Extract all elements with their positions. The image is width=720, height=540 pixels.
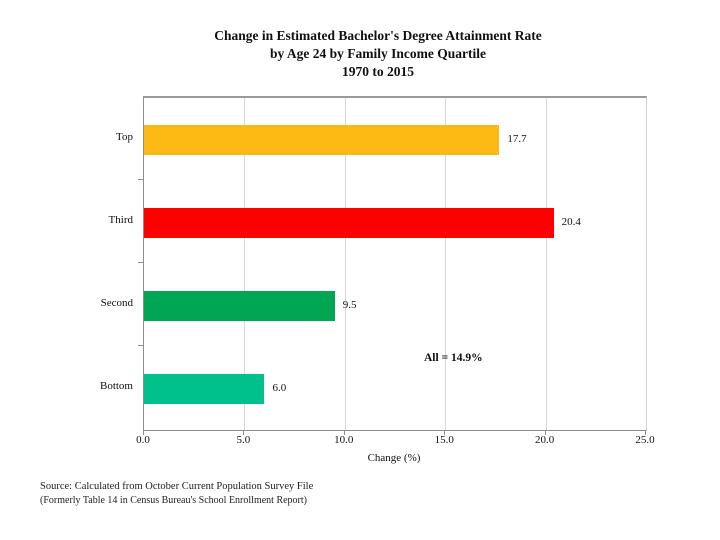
chart-title: Change in Estimated Bachelor's Degree At… [36,27,720,81]
chart-title-line2: by Age 24 by Family Income Quartile [270,46,486,61]
source-line2: (Formerly Table 14 in Census Bureau's Sc… [40,495,307,506]
category-label-bottom: Bottom [99,379,133,392]
category-label-top: Top [116,130,133,143]
category-label-third: Third [108,213,133,226]
x-tick-label: 0.0 [136,434,150,446]
gridline [344,98,346,430]
bar-second [144,290,335,321]
y-axis-tick [138,345,144,346]
plot-area: 17.7 20.4 9.5 6.0 All = 14.9% [143,96,647,431]
x-axis-tick [143,430,144,435]
x-axis-tick [645,430,646,435]
gridline [244,98,246,430]
bar-value-label: 17.7 [507,132,527,145]
x-tick-label: 5.0 [236,434,251,446]
bar-value-label: 6.0 [272,381,287,394]
x-tick-label: 15.0 [434,434,454,446]
y-axis-tick [138,262,144,263]
x-tick-label: 25.0 [635,434,655,446]
source-note: Source: Calculated from October Current … [40,480,313,508]
y-axis-tick [138,179,144,180]
x-axis-tick [243,430,245,435]
x-tick-label: 10.0 [334,434,354,446]
bar-bottom [144,373,265,404]
annotation-all: All = 14.9% [424,352,483,364]
x-axis-title: Change (%) [367,452,421,464]
chart-title-line1: Change in Estimated Bachelor's Degree At… [214,28,542,43]
gridline [545,98,547,430]
bar-third [144,207,554,238]
chart-title-line3: 1970 to 2015 [342,64,414,79]
bar-value-label: 20.4 [561,215,581,228]
x-axis-tick [444,430,446,435]
bar-top [144,124,500,155]
source-line1: Source: Calculated from October Current … [40,481,314,492]
x-axis-tick [343,430,345,435]
x-tick-label: 20.0 [534,434,555,446]
gridline [445,98,447,430]
category-label-second: Second [100,296,133,309]
bar-value-label: 9.5 [342,298,357,311]
x-axis-tick [544,430,546,435]
